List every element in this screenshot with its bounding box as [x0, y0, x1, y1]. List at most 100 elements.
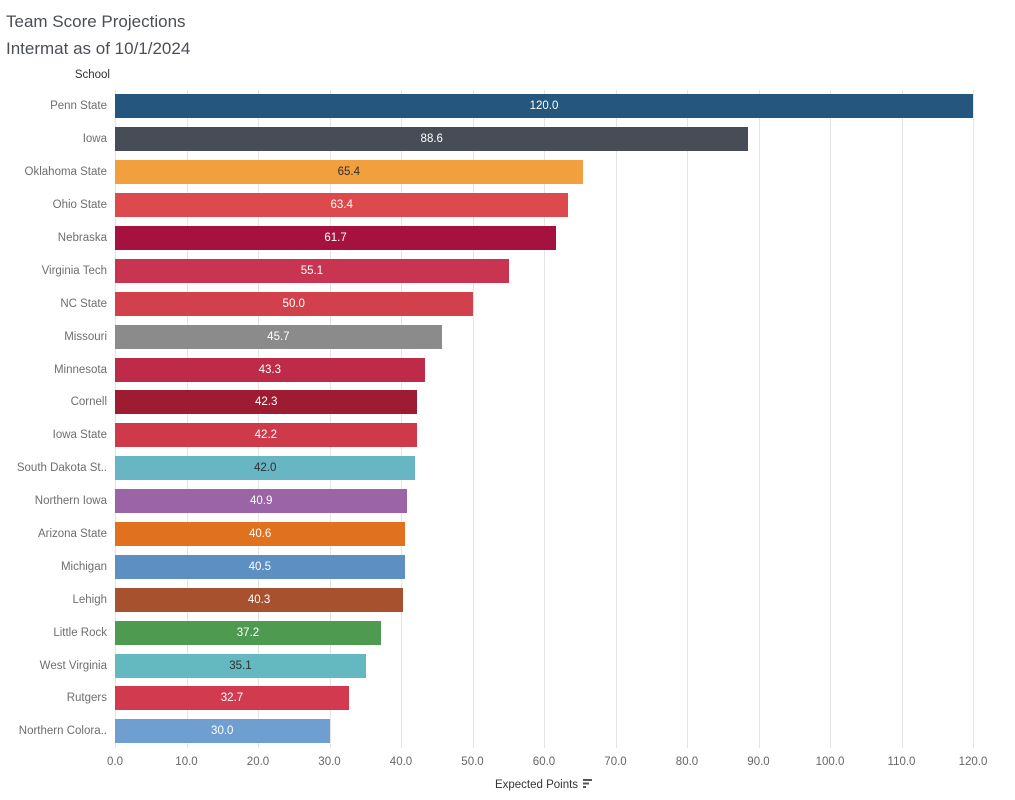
bar-area: 40.3 [115, 583, 973, 616]
bar[interactable]: 42.0 [115, 456, 416, 481]
x-axis-title: Expected Points [115, 779, 973, 791]
bar[interactable]: 120.0 [115, 94, 973, 119]
school-label[interactable]: Northern Iowa [34, 495, 107, 508]
bar-row: Nebraska 61.7 [0, 222, 1015, 255]
bar-row: Minnesota 43.3 [0, 353, 1015, 386]
bar-value-label: 88.6 [420, 133, 443, 146]
school-label[interactable]: West Virginia [39, 659, 107, 672]
bar-area: 50.0 [115, 287, 973, 320]
school-label[interactable]: South Dakota St.. [16, 462, 107, 475]
chart-title: Team Score Projections Intermat as of 10… [6, 8, 190, 62]
bar-row: South Dakota St.. 42.0 [0, 452, 1015, 485]
school-label[interactable]: Oklahoma State [24, 166, 107, 179]
bar-value-label: 50.0 [282, 297, 305, 310]
bar-area: 37.2 [115, 616, 973, 649]
school-label[interactable]: Northern Colora.. [18, 725, 107, 738]
bar[interactable]: 30.0 [115, 719, 330, 744]
school-label[interactable]: Michigan [60, 560, 107, 573]
gridline [830, 90, 831, 748]
school-label[interactable]: Minnesota [53, 363, 107, 376]
bar[interactable]: 43.3 [115, 357, 425, 382]
school-label[interactable]: Iowa [82, 133, 107, 146]
bar-row: West Virginia 35.1 [0, 649, 1015, 682]
gridline [687, 90, 688, 748]
x-tick-label: 120.0 [958, 756, 988, 768]
bar-value-label: 61.7 [324, 232, 347, 244]
x-tick-label: 40.0 [389, 756, 413, 768]
x-axis-label: Expected Points [494, 779, 579, 792]
bar-area: 65.4 [115, 156, 973, 189]
bar[interactable]: 63.4 [115, 193, 569, 218]
school-label[interactable]: Ohio State [52, 199, 107, 212]
bar-area: 42.2 [115, 419, 973, 452]
bar-value-label: 30.0 [211, 725, 234, 738]
school-label[interactable]: Little Rock [53, 626, 107, 639]
bar[interactable]: 42.2 [115, 423, 417, 448]
bar[interactable]: 45.7 [115, 324, 442, 349]
school-label[interactable]: Arizona State [37, 528, 107, 541]
x-tick-label: 10.0 [175, 756, 198, 768]
bar-area: 61.7 [115, 222, 973, 255]
bar-row: Rutgers 32.7 [0, 682, 1015, 715]
gridline [544, 90, 545, 748]
bar-rows: Penn State 120.0 Iowa 88.6 Oklahoma State 65.… [0, 90, 1015, 748]
bar-value-label: 40.3 [247, 593, 271, 606]
bar[interactable]: 35.1 [115, 653, 366, 678]
gridline [258, 90, 259, 748]
bar[interactable]: 65.4 [115, 160, 583, 185]
sort-descending-icon[interactable] [583, 779, 593, 791]
gridline [472, 90, 474, 748]
bar[interactable]: 50.0 [115, 291, 473, 316]
bar-area: 42.3 [115, 386, 973, 419]
bar-area: 55.1 [115, 254, 973, 287]
bar[interactable]: 32.7 [115, 686, 349, 711]
bar-row: Iowa 88.6 [0, 123, 1015, 156]
x-tick-label: 30.0 [318, 756, 341, 768]
school-label[interactable]: Cornell [70, 396, 107, 409]
school-label[interactable]: Penn State [50, 100, 107, 113]
bar-value-label: 42.2 [254, 429, 278, 442]
bar[interactable]: 40.6 [115, 522, 406, 547]
bar-area: 45.7 [115, 320, 973, 353]
gridline [615, 90, 617, 748]
bar-area: 40.5 [115, 550, 973, 583]
school-label[interactable]: Virginia Tech [41, 264, 107, 277]
bar-value-label: 43.3 [258, 363, 281, 376]
gridline [329, 90, 331, 748]
school-label[interactable]: NC State [60, 297, 107, 310]
bar[interactable]: 42.3 [115, 390, 418, 415]
bar-row: Arizona State 40.6 [0, 518, 1015, 551]
gridline [186, 90, 188, 748]
bar[interactable]: 88.6 [115, 127, 749, 152]
bar-row: Iowa State 42.2 [0, 419, 1015, 452]
bar[interactable]: 40.9 [115, 489, 408, 514]
gridline [973, 90, 974, 748]
bar[interactable]: 40.5 [115, 554, 405, 579]
bar-row: Missouri 45.7 [0, 320, 1015, 353]
x-tick-label: 100.0 [815, 756, 845, 768]
x-axis-ticks: 0.0 10.0 20.0 30.0 40.0 50.0 60.0 70.0 80.0 90.0 1… [107, 756, 987, 772]
gridline [758, 90, 760, 748]
school-label[interactable]: Rutgers [66, 692, 107, 705]
school-label[interactable]: Lehigh [72, 593, 107, 606]
bar-area: 40.9 [115, 485, 973, 518]
bar-row: NC State 50.0 [0, 287, 1015, 320]
bar-value-label: 120.0 [529, 100, 559, 113]
bar[interactable]: 61.7 [115, 226, 557, 250]
bar-value-label: 32.7 [220, 692, 244, 705]
school-label[interactable]: Missouri [64, 330, 107, 343]
bar-value-label: 40.9 [250, 495, 273, 508]
bar-row: Little Rock 37.2 [0, 616, 1015, 649]
bar[interactable]: 40.3 [115, 587, 404, 612]
school-label[interactable]: Iowa State [52, 429, 107, 442]
gridlines [115, 90, 974, 748]
bar[interactable]: 37.2 [115, 620, 381, 645]
gridline [901, 90, 903, 748]
bar[interactable]: 55.1 [115, 258, 509, 283]
bar-row: Penn State 120.0 [0, 90, 1015, 123]
bar-value-label: 35.1 [229, 659, 252, 672]
school-label[interactable]: Nebraska [57, 232, 107, 244]
bar-row: Oklahoma State 65.4 [0, 156, 1015, 189]
bar-area: 120.0 [115, 90, 973, 123]
bar-row: Virginia Tech 55.1 [0, 254, 1015, 287]
